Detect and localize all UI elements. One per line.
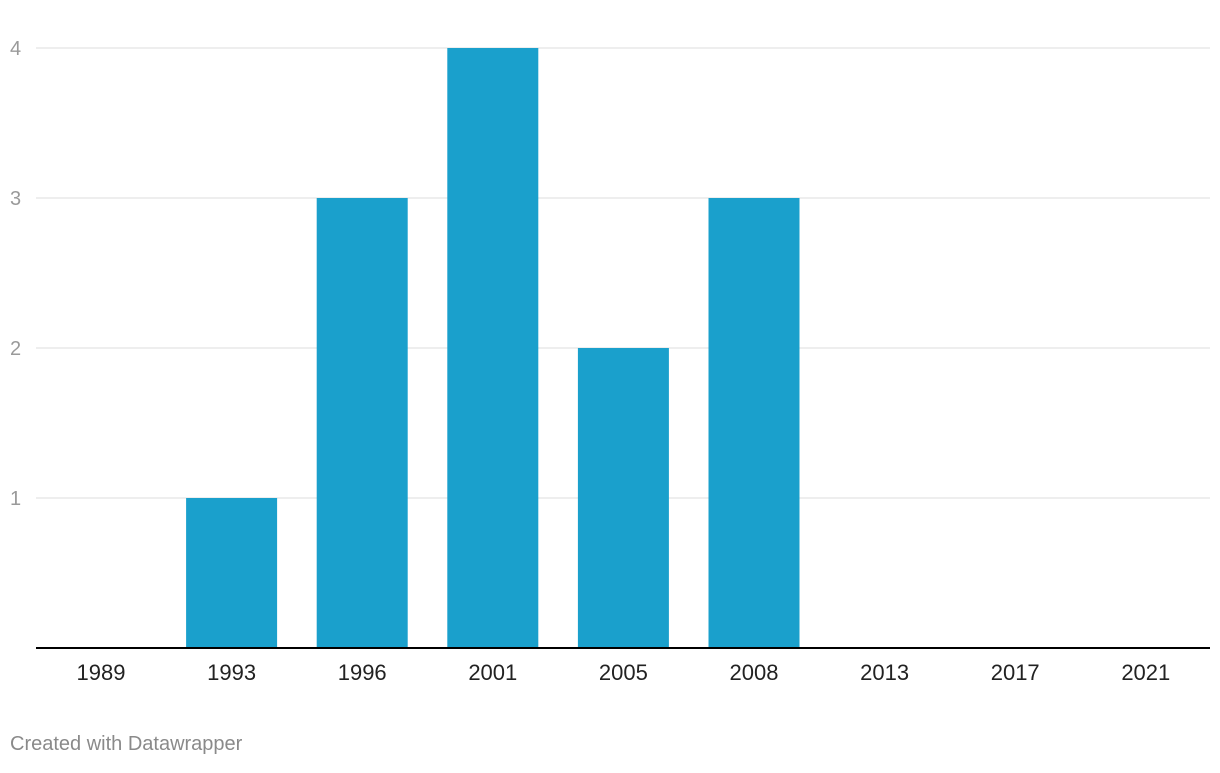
bars: [186, 48, 800, 648]
x-tick-label: 2017: [991, 660, 1040, 685]
y-tick-label: 2: [10, 338, 21, 360]
x-axis-tick-labels: 1989 1993 1996 2001 2005 2008 2013 2017 2021: [77, 660, 1171, 685]
x-tick-label: 2005: [599, 660, 648, 685]
credit-text: Created with Datawrapper: [10, 733, 243, 755]
x-tick-label: 1989: [77, 660, 126, 685]
x-tick-label: 2008: [730, 660, 779, 685]
bar-2001: [447, 48, 539, 648]
y-axis-tick-labels: 1 2 3 4: [10, 38, 21, 510]
y-tick-label: 1: [10, 488, 21, 510]
bar-2005: [577, 348, 669, 648]
y-tick-label: 3: [10, 188, 21, 210]
bar-2008: [708, 198, 800, 648]
bar-1993: [186, 498, 278, 648]
x-tick-label: 1993: [207, 660, 256, 685]
y-tick-label: 4: [10, 38, 21, 60]
x-tick-label: 2001: [468, 660, 517, 685]
x-tick-label: 2021: [1121, 660, 1170, 685]
x-tick-label: 2013: [860, 660, 909, 685]
bar-1996: [316, 198, 408, 648]
x-tick-label: 1996: [338, 660, 387, 685]
